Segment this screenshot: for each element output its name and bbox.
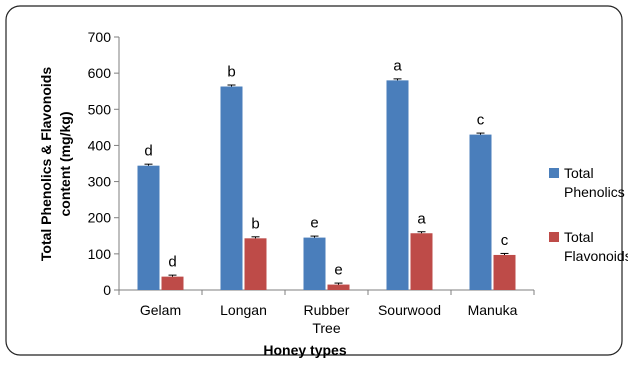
x-tick-label: Sourwood bbox=[378, 302, 441, 318]
bar bbox=[220, 86, 243, 290]
legend-label: Phenolics bbox=[564, 184, 625, 200]
x-tick-label: Manuka bbox=[468, 302, 518, 318]
y-tick-label: 700 bbox=[88, 29, 112, 45]
bar bbox=[386, 80, 409, 290]
bar bbox=[493, 254, 516, 290]
y-axis-title-line: content (mg/kg) bbox=[57, 112, 73, 217]
legend-label: Total bbox=[564, 229, 594, 245]
y-tick-label: 0 bbox=[103, 282, 111, 298]
bar bbox=[469, 134, 492, 290]
legend-label: Flavonoids bbox=[564, 248, 628, 264]
data-label: d bbox=[144, 143, 152, 160]
y-tick-label: 500 bbox=[88, 101, 112, 117]
data-label: e bbox=[310, 215, 318, 232]
plot-area: 0 100 200 300 400 500 600 700 Gelam Longan Rubber T… bbox=[88, 29, 535, 336]
y-axis-title-line: Total Phenolics & Flavonoids bbox=[38, 67, 54, 261]
y-tick-label: 200 bbox=[88, 210, 112, 226]
bar bbox=[410, 233, 433, 290]
data-label: e bbox=[334, 262, 342, 279]
y-tick-label: 400 bbox=[88, 137, 112, 153]
bar bbox=[137, 165, 160, 290]
data-label: b bbox=[227, 64, 235, 81]
x-tick-label: Gelam bbox=[140, 302, 181, 318]
legend-swatch bbox=[549, 232, 559, 242]
bar bbox=[327, 284, 350, 290]
data-label: b bbox=[251, 215, 259, 232]
bar bbox=[244, 238, 267, 290]
legend: Total Phenolics Total Flavonoids bbox=[549, 165, 628, 264]
y-tick-label: 300 bbox=[88, 174, 112, 190]
y-axis-title-group: Total Phenolics & Flavonoids content (mg/… bbox=[38, 67, 73, 261]
data-label: d bbox=[168, 254, 176, 271]
legend-label: Total bbox=[564, 165, 594, 181]
bar bbox=[161, 276, 184, 290]
data-label: c bbox=[477, 112, 485, 129]
bar bbox=[303, 237, 326, 290]
chart-border bbox=[5, 5, 623, 356]
x-tick-label: Rubber bbox=[304, 302, 350, 318]
y-axis-title: Total Phenolics & Flavonoids content (mg/… bbox=[38, 67, 73, 261]
data-label: c bbox=[501, 232, 509, 249]
data-label: a bbox=[393, 57, 402, 74]
y-tick-label: 100 bbox=[88, 246, 112, 262]
x-tick-label: Longan bbox=[220, 302, 267, 318]
legend-swatch bbox=[549, 168, 559, 178]
y-tick-label: 600 bbox=[88, 65, 112, 81]
x-axis-title: Honey types bbox=[263, 342, 346, 358]
x-tick-label: Tree bbox=[312, 320, 340, 336]
data-label: a bbox=[417, 210, 426, 227]
